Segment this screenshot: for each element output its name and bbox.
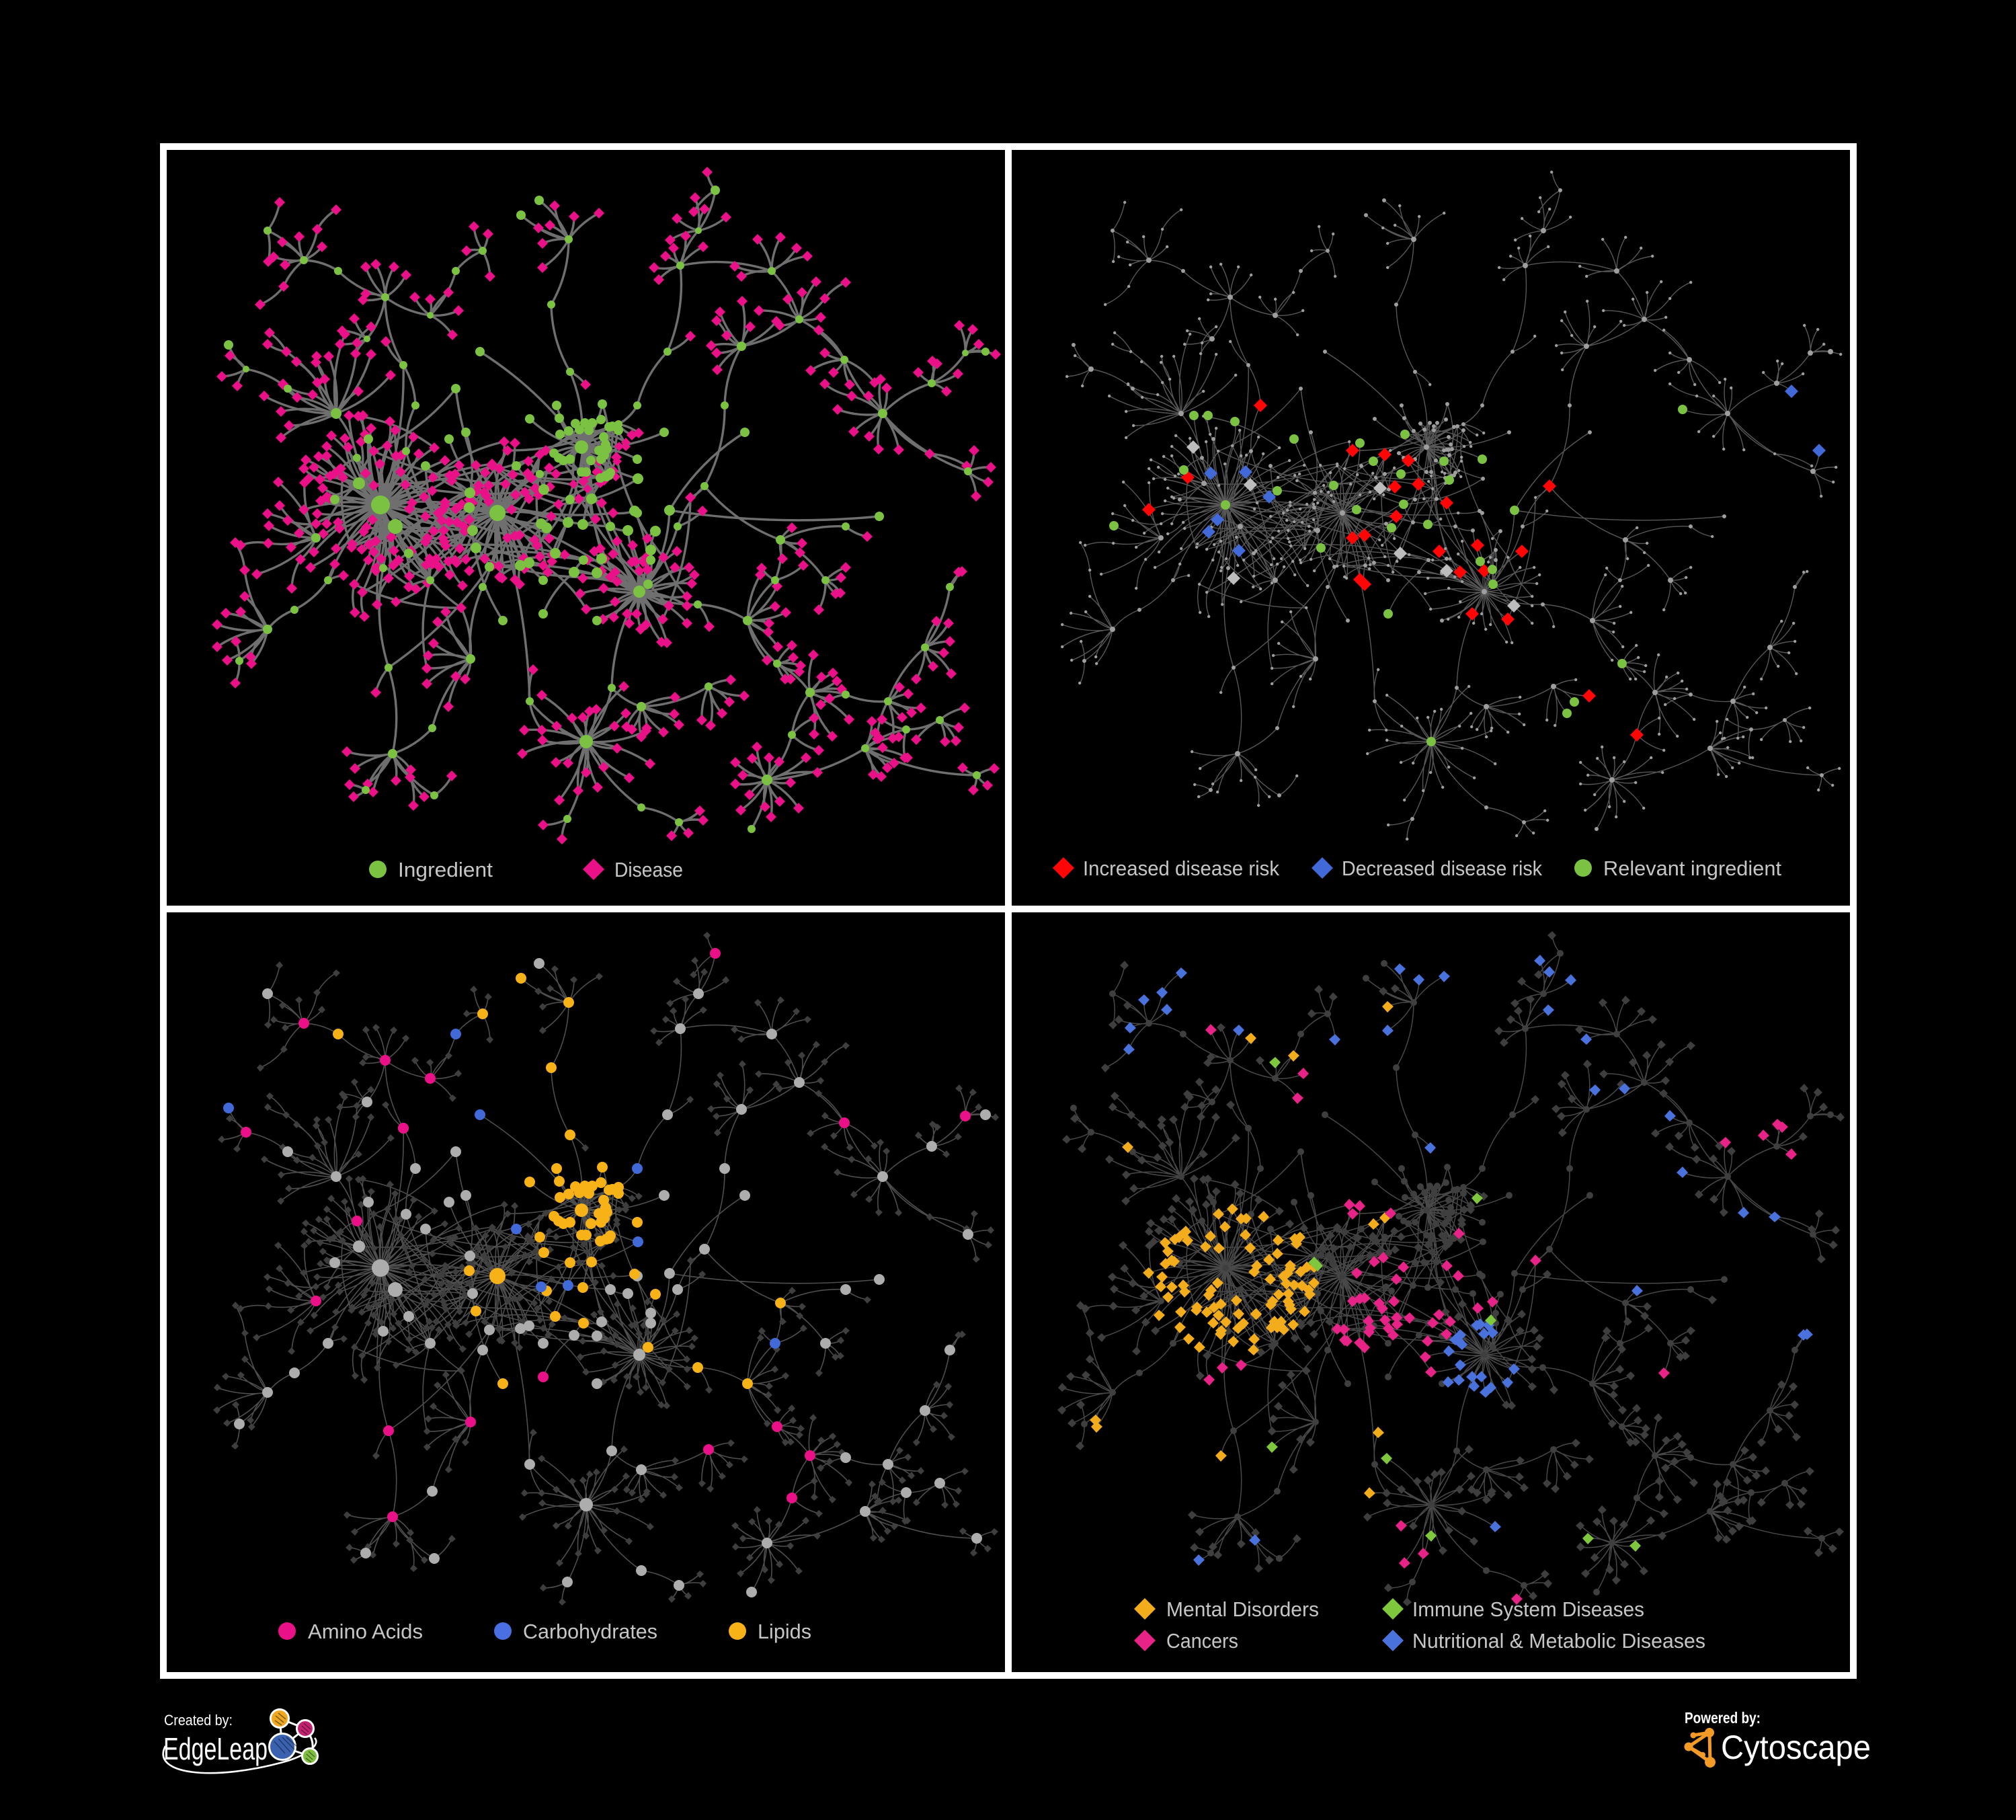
svg-text:Cytoscape: Cytoscape [1721, 1729, 1871, 1766]
svg-text:Nutritional & Metabolic Diseas: Nutritional & Metabolic Diseases [1412, 1629, 1705, 1653]
svg-text:Powered by:: Powered by: [1685, 1709, 1761, 1727]
svg-text:Increased disease risk: Increased disease risk [1083, 857, 1279, 880]
svg-text:Lipids: Lipids [758, 1620, 811, 1643]
svg-text:Decreased disease risk: Decreased disease risk [1342, 857, 1542, 880]
svg-text:Relevant ingredient: Relevant ingredient [1603, 857, 1781, 880]
svg-text:Cancers: Cancers [1166, 1629, 1238, 1653]
svg-text:Amino Acids: Amino Acids [308, 1620, 423, 1643]
svg-text:Immune System Diseases: Immune System Diseases [1412, 1597, 1644, 1621]
svg-text:Mental Disorders: Mental Disorders [1166, 1597, 1319, 1621]
svg-text:Ingredient: Ingredient [398, 858, 493, 881]
svg-text:EdgeLeap: EdgeLeap [163, 1731, 268, 1766]
svg-text:Created by:: Created by: [164, 1712, 233, 1729]
svg-text:Disease: Disease [614, 858, 683, 881]
svg-text:Carbohydrates: Carbohydrates [523, 1620, 657, 1643]
